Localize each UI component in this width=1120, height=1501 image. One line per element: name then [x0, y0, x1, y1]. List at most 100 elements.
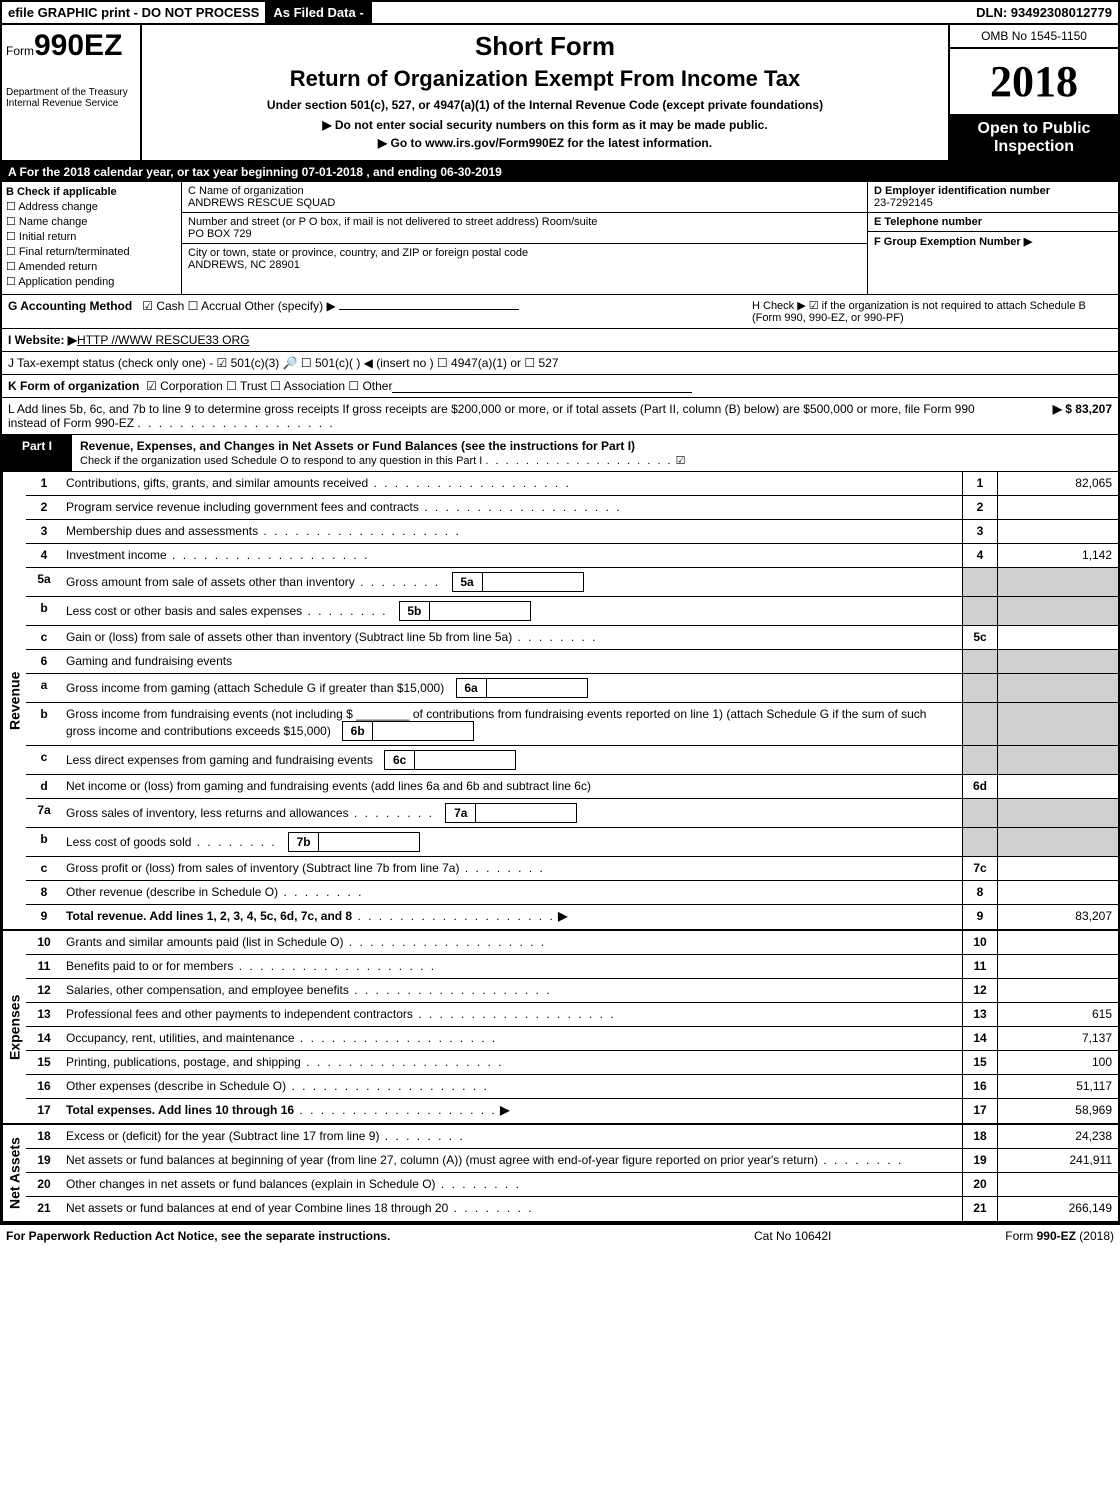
line-16-val: 51,117: [998, 1075, 1118, 1098]
line-2-amtnum: 2: [962, 496, 998, 519]
line-3-amtnum: 3: [962, 520, 998, 543]
line-16-desc: Other expenses (describe in Schedule O): [62, 1075, 962, 1098]
dept-treasury: Department of the Treasury: [6, 87, 136, 98]
g-options[interactable]: ☑ Cash ☐ Accrual Other (specify) ▶: [142, 299, 335, 313]
part1-title: Revenue, Expenses, and Changes in Net As…: [80, 439, 635, 453]
omb-number: OMB No 1545-1150: [950, 25, 1118, 49]
chk-name[interactable]: ☐ Name change: [6, 215, 177, 228]
line-17-text: Total expenses. Add lines 10 through 16: [66, 1103, 294, 1117]
line-5c-val: [998, 626, 1118, 649]
part1-desc: Revenue, Expenses, and Changes in Net As…: [72, 435, 1118, 471]
line-14-desc: Occupancy, rent, utilities, and maintena…: [62, 1027, 962, 1050]
l-text: L Add lines 5b, 6c, and 7b to line 9 to …: [8, 402, 1012, 430]
revenue-label: Revenue: [2, 472, 26, 929]
line-21-num: 21: [26, 1197, 62, 1221]
line-4-num: 4: [26, 544, 62, 567]
line-1-num: 1: [26, 472, 62, 495]
line-2-text: Program service revenue including govern…: [66, 500, 419, 514]
line-6b-desc: Gross income from fundraising events (no…: [62, 703, 962, 745]
line-5b-shade2: [998, 597, 1118, 625]
line-18-num: 18: [26, 1125, 62, 1148]
part1-dots: [485, 455, 672, 467]
g-other-line[interactable]: [339, 309, 519, 310]
line-5a-num: 5a: [26, 568, 62, 596]
line-3-text: Membership dues and assessments: [66, 524, 258, 538]
line-8-num: 8: [26, 881, 62, 904]
k-row: K Form of organization ☑ Corporation ☐ T…: [2, 375, 1118, 398]
line-1: 1 Contributions, gifts, grants, and simi…: [26, 472, 1118, 496]
line-16: 16 Other expenses (describe in Schedule …: [26, 1075, 1118, 1099]
j-row: J Tax-exempt status (check only one) - ☑…: [2, 352, 1118, 375]
irs-label: Internal Revenue Service: [6, 98, 136, 109]
k-label: K Form of organization: [8, 379, 139, 393]
c-column: C Name of organization ANDREWS RESCUE SQ…: [182, 182, 868, 294]
line-1-val: 82,065: [998, 472, 1118, 495]
goto-link[interactable]: ▶ Go to www.irs.gov/Form990EZ for the la…: [148, 136, 942, 150]
line-8: 8 Other revenue (describe in Schedule O)…: [26, 881, 1118, 905]
line-5a-text: Gross amount from sale of assets other t…: [66, 575, 355, 589]
h-box: H Check ▶ ☑ if the organization is not r…: [752, 299, 1112, 324]
line-6c-desc: Less direct expenses from gaming and fun…: [62, 746, 962, 774]
c-addr-box: Number and street (or P O box, if mail i…: [182, 213, 867, 244]
line-3-desc: Membership dues and assessments: [62, 520, 962, 543]
line-8-text: Other revenue (describe in Schedule O): [66, 885, 278, 899]
line-18-amtnum: 18: [962, 1125, 998, 1148]
footer: For Paperwork Reduction Act Notice, see …: [0, 1225, 1120, 1247]
chk-pending-label: Application pending: [18, 276, 114, 288]
line-7a-text: Gross sales of inventory, less returns a…: [66, 806, 349, 820]
line-7c-val: [998, 857, 1118, 880]
chk-initial[interactable]: ☐ Initial return: [6, 230, 177, 243]
expenses-label: Expenses: [2, 931, 26, 1123]
line-3-num: 3: [26, 520, 62, 543]
dots: [379, 1129, 464, 1143]
line-18: 18 Excess or (deficit) for the year (Sub…: [26, 1125, 1118, 1149]
line-12-num: 12: [26, 979, 62, 1002]
org-name: ANDREWS RESCUE SQUAD: [188, 197, 861, 209]
box-6b: 6b: [342, 721, 474, 741]
chk-pending[interactable]: ☐ Application pending: [6, 275, 177, 288]
paperwork-notice: For Paperwork Reduction Act Notice, see …: [6, 1229, 754, 1243]
header-row: Form990EZ Department of the Treasury Int…: [2, 25, 1118, 162]
line-11-num: 11: [26, 955, 62, 978]
dots: [355, 575, 440, 589]
line-6d-val: [998, 775, 1118, 798]
line-11-text: Benefits paid to or for members: [66, 959, 233, 973]
line-7b-desc: Less cost of goods sold 7b: [62, 828, 962, 856]
line-18-val: 24,238: [998, 1125, 1118, 1148]
line-15-num: 15: [26, 1051, 62, 1074]
line-17-amtnum: 17: [962, 1099, 998, 1123]
b-label: B Check if applicable: [6, 186, 177, 198]
box-7b-num: 7b: [289, 833, 319, 851]
dots: [301, 1055, 504, 1069]
box-5a-val: [483, 573, 583, 591]
line-19-desc: Net assets or fund balances at beginning…: [62, 1149, 962, 1172]
line-13-desc: Professional fees and other payments to …: [62, 1003, 962, 1026]
line-7c-amtnum: 7c: [962, 857, 998, 880]
part1-check[interactable]: ☑: [676, 455, 686, 467]
line-13-val: 615: [998, 1003, 1118, 1026]
expenses-section: Expenses 10 Grants and similar amounts p…: [2, 931, 1118, 1125]
f-label: F Group Exemption Number ▶: [874, 235, 1112, 248]
box-6b-num: 6b: [343, 722, 373, 740]
line-16-amtnum: 16: [962, 1075, 998, 1098]
box-5a: 5a: [452, 572, 584, 592]
website-link[interactable]: HTTP //WWW RESCUE33 ORG: [77, 333, 249, 347]
d-ein-box: D Employer identification number 23-7292…: [868, 182, 1118, 213]
line-9-num: 9: [26, 905, 62, 929]
dots: [295, 1031, 498, 1045]
k-options[interactable]: ☑ Corporation ☐ Trust ☐ Association ☐ Ot…: [146, 379, 392, 393]
line-7b-num: b: [26, 828, 62, 856]
c-city-box: City or town, state or province, country…: [182, 244, 867, 274]
line-19-amtnum: 19: [962, 1149, 998, 1172]
short-form-title: Short Form: [148, 31, 942, 62]
chk-final[interactable]: ☐ Final return/terminated: [6, 245, 177, 258]
chk-final-label: Final return/terminated: [19, 246, 130, 258]
j-text: J Tax-exempt status (check only one) - ☑…: [8, 356, 559, 370]
chk-address[interactable]: ☐ Address change: [6, 200, 177, 213]
line-6c-shade: [962, 746, 998, 774]
line-15-desc: Printing, publications, postage, and shi…: [62, 1051, 962, 1074]
box-6c-val: [415, 751, 515, 769]
chk-amended[interactable]: ☐ Amended return: [6, 260, 177, 273]
line-9: 9 Total revenue. Add lines 1, 2, 3, 4, 5…: [26, 905, 1118, 929]
revenue-lines: 1 Contributions, gifts, grants, and simi…: [26, 472, 1118, 929]
